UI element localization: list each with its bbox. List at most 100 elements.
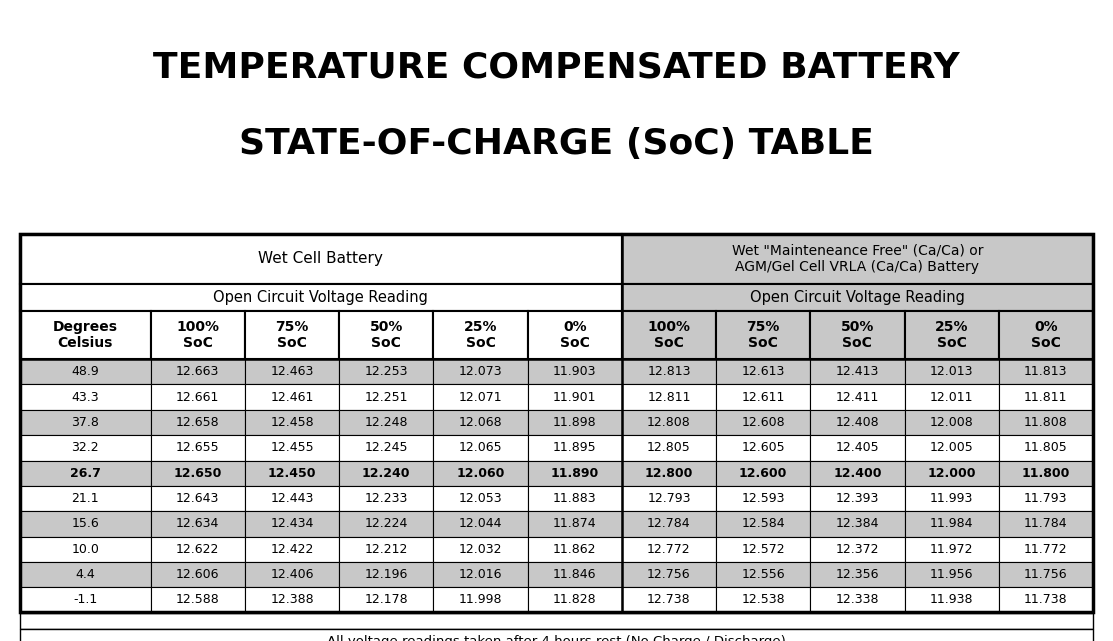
Text: Wet "Mainteneance Free" (Ca/Ca) or
AGM/Gel Cell VRLA (Ca/Ca) Battery: Wet "Mainteneance Free" (Ca/Ca) or AGM/G…	[731, 244, 983, 274]
Text: 12.400: 12.400	[834, 467, 881, 479]
Bar	[20, 312, 150, 359]
Bar	[716, 562, 810, 587]
Bar	[20, 435, 150, 460]
Text: 11.972: 11.972	[929, 543, 974, 556]
Text: 12.793: 12.793	[647, 492, 691, 505]
Bar	[433, 511, 528, 537]
Text: 11.998: 11.998	[459, 594, 502, 606]
Bar	[622, 359, 716, 385]
Text: 12.008: 12.008	[929, 416, 974, 429]
Bar	[433, 587, 528, 613]
Text: 11.898: 11.898	[553, 416, 597, 429]
Text: 12.772: 12.772	[647, 543, 691, 556]
Bar	[905, 385, 998, 410]
Text: 12.593: 12.593	[741, 492, 785, 505]
Text: 43.3: 43.3	[71, 390, 99, 404]
Text: 11.846: 11.846	[553, 568, 597, 581]
Bar	[528, 435, 622, 460]
Bar	[716, 385, 810, 410]
Bar	[998, 511, 1093, 537]
Bar	[810, 511, 905, 537]
Text: 12.240: 12.240	[362, 467, 411, 479]
Text: 12.384: 12.384	[836, 517, 879, 530]
Bar	[905, 562, 998, 587]
Text: 12.422: 12.422	[270, 543, 314, 556]
Bar	[528, 511, 622, 537]
Bar	[339, 359, 433, 385]
Text: 12.650: 12.650	[174, 467, 221, 479]
Text: 11.956: 11.956	[929, 568, 974, 581]
Bar	[433, 359, 528, 385]
Bar	[339, 562, 433, 587]
Bar	[905, 537, 998, 562]
Bar	[245, 312, 339, 359]
Text: Open Circuit Voltage Reading: Open Circuit Voltage Reading	[750, 290, 965, 305]
Text: 12.011: 12.011	[929, 390, 974, 404]
Bar	[433, 410, 528, 435]
Text: 48.9: 48.9	[71, 365, 99, 378]
Text: 11.772: 11.772	[1024, 543, 1067, 556]
Text: 12.643: 12.643	[176, 492, 219, 505]
Bar	[339, 410, 433, 435]
Text: 12.658: 12.658	[176, 416, 219, 429]
Bar	[433, 486, 528, 511]
Text: 12.071: 12.071	[459, 390, 502, 404]
Bar	[810, 486, 905, 511]
Text: 11.993: 11.993	[930, 492, 973, 505]
Bar	[528, 312, 622, 359]
Text: 11.800: 11.800	[1022, 467, 1070, 479]
Bar	[20, 234, 1093, 612]
Text: 12.065: 12.065	[459, 442, 502, 454]
Text: 12.060: 12.060	[456, 467, 504, 479]
Text: 11.793: 11.793	[1024, 492, 1067, 505]
Text: 12.224: 12.224	[365, 517, 408, 530]
Text: 11.895: 11.895	[553, 442, 597, 454]
Text: 50%
SoC: 50% SoC	[370, 320, 403, 351]
Bar	[245, 410, 339, 435]
Text: 12.405: 12.405	[836, 442, 879, 454]
Bar	[20, 283, 622, 312]
Text: 11.828: 11.828	[553, 594, 597, 606]
Bar	[245, 435, 339, 460]
Text: 12.016: 12.016	[459, 568, 502, 581]
Bar	[905, 359, 998, 385]
Text: 12.756: 12.756	[647, 568, 691, 581]
Text: 12.013: 12.013	[929, 365, 974, 378]
Text: 12.655: 12.655	[176, 442, 219, 454]
Bar	[20, 460, 150, 486]
Bar	[433, 385, 528, 410]
Text: 12.073: 12.073	[459, 365, 502, 378]
Bar	[528, 385, 622, 410]
Text: 25%
SoC: 25% SoC	[935, 320, 968, 351]
Bar	[622, 460, 716, 486]
Bar	[245, 486, 339, 511]
Bar	[528, 486, 622, 511]
Text: 12.800: 12.800	[644, 467, 693, 479]
Text: 12.613: 12.613	[741, 365, 785, 378]
Text: 37.8: 37.8	[71, 416, 99, 429]
Bar	[716, 312, 810, 359]
Text: 11.901: 11.901	[553, 390, 597, 404]
Bar	[528, 537, 622, 562]
Bar	[339, 587, 433, 613]
Text: 12.005: 12.005	[929, 442, 974, 454]
Bar	[150, 385, 245, 410]
Bar	[245, 511, 339, 537]
Bar	[150, 460, 245, 486]
Bar	[622, 511, 716, 537]
Bar	[20, 511, 150, 537]
Text: STATE-OF-CHARGE (SoC) TABLE: STATE-OF-CHARGE (SoC) TABLE	[239, 127, 874, 162]
Bar	[905, 312, 998, 359]
Bar	[716, 359, 810, 385]
Bar	[150, 359, 245, 385]
Bar	[998, 587, 1093, 613]
Bar	[20, 562, 150, 587]
Bar	[716, 486, 810, 511]
Text: 12.572: 12.572	[741, 543, 785, 556]
Text: 11.938: 11.938	[929, 594, 974, 606]
Text: 75%
SoC: 75% SoC	[747, 320, 780, 351]
Bar	[998, 435, 1093, 460]
Bar	[810, 587, 905, 613]
Text: 12.248: 12.248	[364, 416, 408, 429]
Text: 12.622: 12.622	[176, 543, 219, 556]
